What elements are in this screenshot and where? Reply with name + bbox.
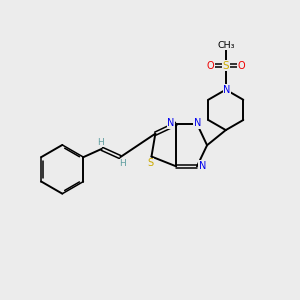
Text: O: O	[206, 61, 214, 71]
Text: CH₃: CH₃	[217, 40, 235, 50]
Text: N: N	[223, 85, 230, 95]
Text: H: H	[119, 159, 125, 168]
Text: S: S	[148, 158, 154, 168]
Text: H: H	[97, 138, 104, 147]
Text: N: N	[199, 161, 206, 171]
Text: N: N	[167, 118, 175, 128]
Text: O: O	[237, 61, 245, 71]
Text: S: S	[223, 61, 229, 71]
Text: N: N	[194, 118, 201, 128]
